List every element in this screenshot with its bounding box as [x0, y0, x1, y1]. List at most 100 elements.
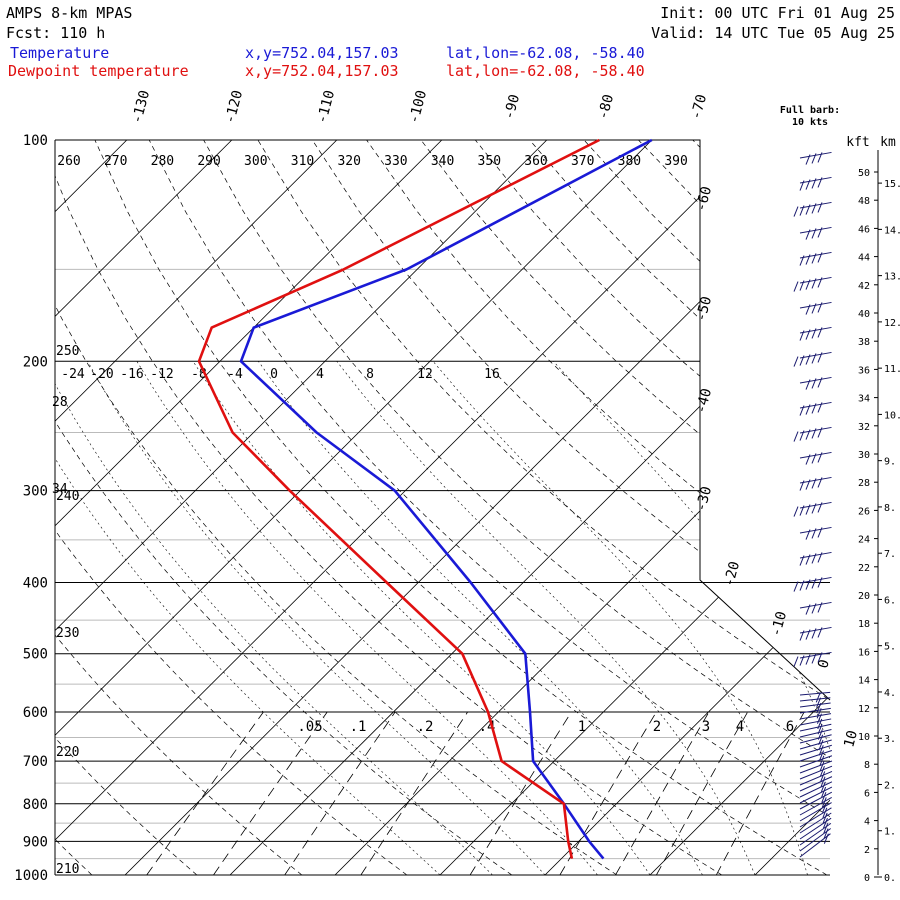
- barb-feather: [818, 745, 824, 756]
- barb-shaft: [799, 713, 832, 720]
- barb-feather: [817, 652, 823, 663]
- isotherm--30: [334, 140, 830, 875]
- mixing-line-0.1: [213, 711, 328, 875]
- wind-barb: [799, 176, 832, 191]
- temperature-legend: Temperature: [10, 44, 109, 62]
- barb-shaft: [799, 828, 832, 852]
- moist-adiabat-15: [432, 361, 808, 875]
- barb-feather: [819, 750, 825, 761]
- barb-feather: [805, 579, 811, 590]
- barb-shaft: [799, 765, 833, 780]
- wind-barb: [799, 822, 832, 846]
- km-label-15.: 15.: [884, 179, 900, 190]
- side-theta-label-210: 210: [56, 862, 79, 877]
- dry-adiabat-360: [475, 140, 830, 875]
- barb-shaft: [799, 739, 832, 750]
- sounding-profiles: [197, 138, 653, 860]
- barb-feather: [793, 581, 799, 592]
- barb-feather: [811, 528, 817, 539]
- wind-barb: [799, 765, 833, 780]
- barb-feather: [817, 627, 823, 638]
- wind-barb: [793, 276, 832, 292]
- barb-feather: [805, 279, 811, 290]
- barb-shaft: [799, 802, 832, 822]
- barb-feather: [822, 807, 828, 818]
- barb-feather: [817, 477, 823, 488]
- barb-feather: [805, 179, 811, 190]
- barb-feather: [816, 697, 822, 708]
- barb-feather: [817, 252, 823, 263]
- kft-label-4: 4: [864, 817, 870, 828]
- wind-barb: [799, 326, 832, 341]
- km-label-8.: 8.: [884, 503, 896, 514]
- theta-label-300: 300: [244, 154, 267, 169]
- barb-feather: [811, 478, 817, 489]
- barb-feather: [793, 281, 799, 292]
- profile-temperature: [239, 138, 653, 860]
- wind-barb: [799, 750, 833, 762]
- wind-barb: [799, 760, 833, 774]
- barb-feather: [811, 278, 817, 289]
- barb-feather: [805, 304, 811, 315]
- wind-barb: [799, 833, 831, 858]
- kft-label-46: 46: [858, 224, 870, 235]
- index-label--16: -16: [120, 367, 143, 382]
- mixing-line-4: [656, 711, 749, 875]
- barb-shaft: [799, 781, 833, 798]
- barb-feather: [805, 654, 811, 665]
- isotherm-label--30: -30: [693, 485, 715, 514]
- barb-feather: [823, 823, 829, 834]
- side-theta-label-250: 250: [56, 344, 79, 359]
- barb-shaft: [799, 760, 833, 774]
- side-theta-label-34: 34: [52, 482, 68, 497]
- barb-feather: [793, 506, 799, 517]
- km-label-0.: 0.: [884, 873, 896, 884]
- mixing-label-.05: .05: [297, 719, 322, 735]
- barb-feather: [817, 427, 823, 438]
- barb-shaft: [799, 707, 831, 714]
- wind-barb: [799, 691, 831, 703]
- theta-label-280: 280: [151, 154, 174, 169]
- barb-feather: [823, 828, 829, 839]
- barb-feather: [822, 812, 828, 824]
- barb-feather: [805, 554, 811, 565]
- valid-time: Valid: 14 UTC Tue 05 Aug 25: [651, 24, 895, 42]
- barb-feather: [811, 228, 817, 239]
- km-label-9.: 9.: [884, 457, 896, 468]
- barb-shaft: [799, 833, 831, 858]
- moist-adiabat--15: [55, 361, 493, 875]
- profile-dewpoint-temperature: [197, 138, 600, 859]
- theta-label-350: 350: [478, 154, 501, 169]
- kft-label-40: 40: [858, 309, 870, 320]
- wind-barb: [799, 551, 832, 566]
- barb-feather: [819, 755, 825, 766]
- wind-barb: [799, 151, 832, 165]
- barb-shaft: [799, 697, 831, 702]
- theta-label-290: 290: [197, 154, 220, 169]
- km-label-10.: 10.: [884, 410, 900, 421]
- barb-feather: [799, 355, 805, 366]
- wind-barb: [799, 697, 831, 708]
- barb-feather: [805, 204, 811, 215]
- mixing-label-1: 1: [578, 719, 586, 735]
- isotherm-label--20: -20: [721, 560, 743, 589]
- isotherm--10: [544, 140, 830, 875]
- barb-feather: [811, 328, 817, 339]
- barb-feather: [805, 229, 811, 240]
- kft-label-14: 14: [858, 676, 870, 687]
- km-label-13.: 13.: [884, 272, 900, 283]
- kft-label-34: 34: [858, 394, 870, 405]
- isotherm-label--120: -120: [222, 89, 246, 126]
- barb-feather: [799, 480, 805, 491]
- barb-feather: [805, 479, 811, 490]
- index-label-0: 0: [270, 367, 278, 382]
- dewpoint-xy: x,y=752.04,157.03: [245, 62, 399, 80]
- temperature-xy: x,y=752.04,157.03: [245, 44, 399, 62]
- wind-barb: [799, 626, 832, 641]
- kft-label-22: 22: [858, 563, 870, 574]
- wind-barb: [793, 201, 832, 217]
- barb-feather: [817, 277, 823, 288]
- barb-shaft: [799, 702, 831, 708]
- kft-label-48: 48: [858, 196, 870, 207]
- kft-label-24: 24: [858, 535, 870, 546]
